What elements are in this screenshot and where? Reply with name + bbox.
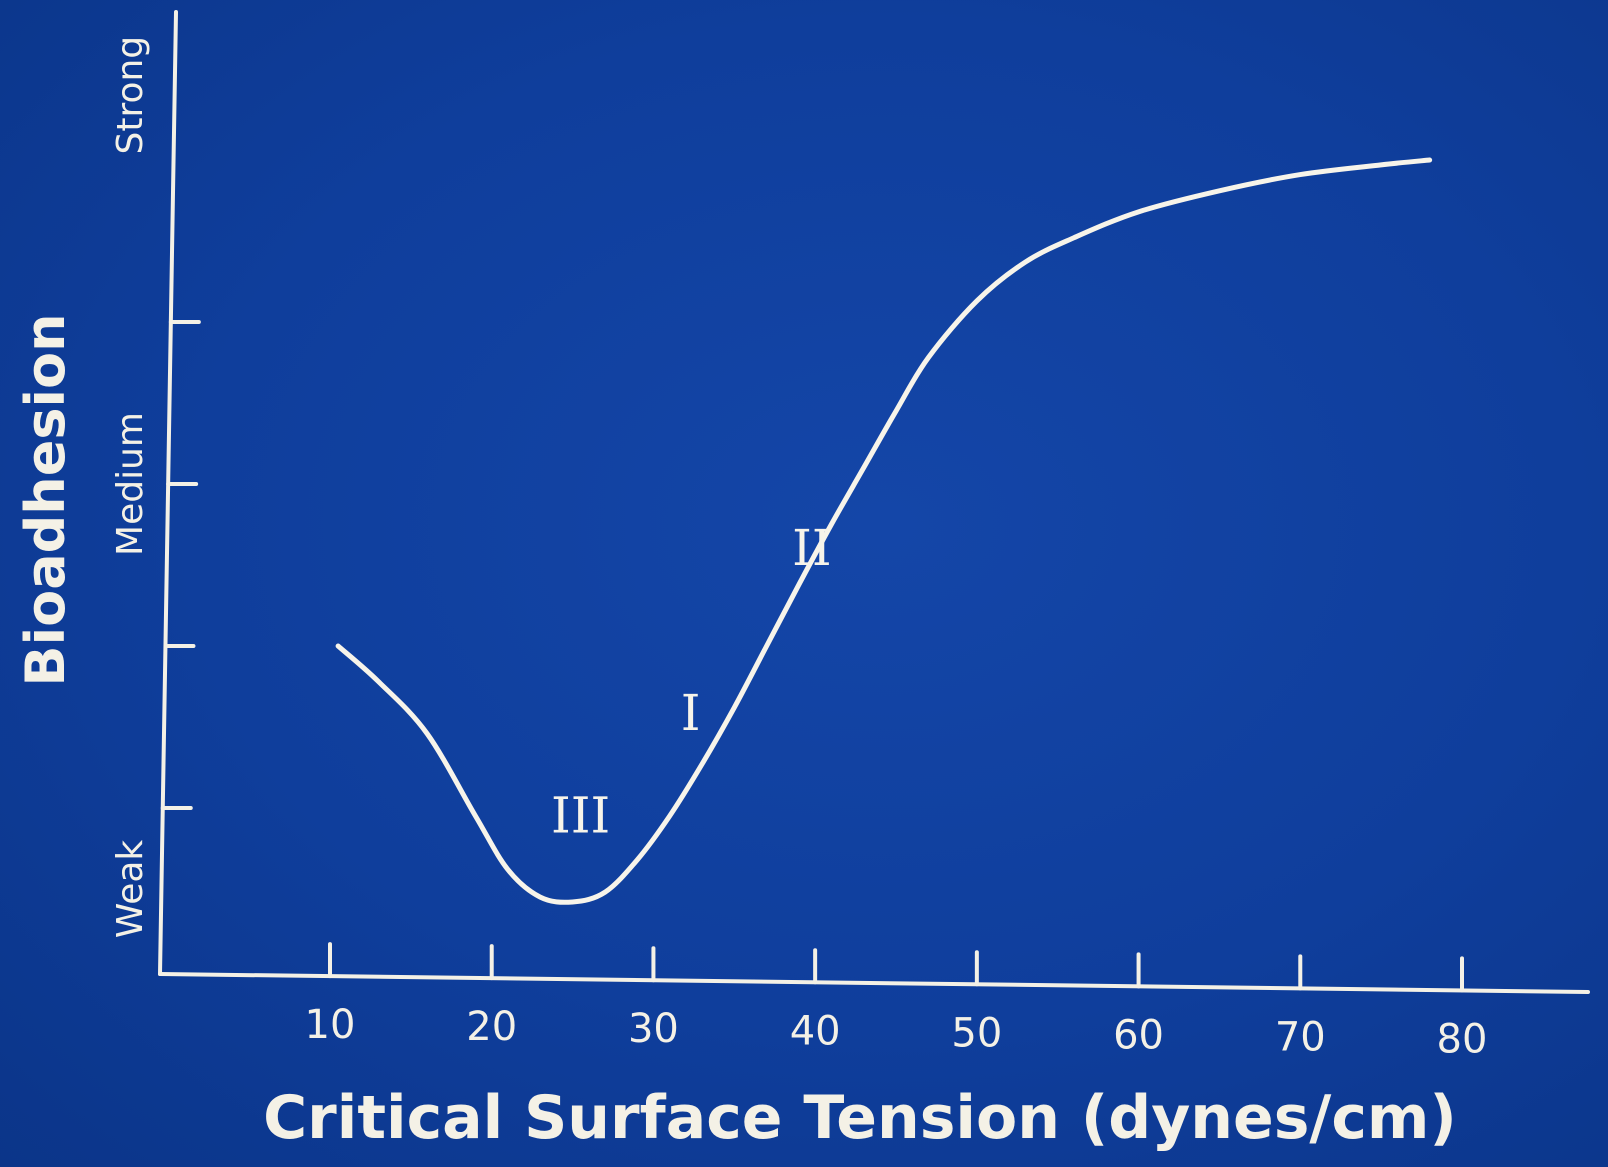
y-axis-line (158, 10, 178, 976)
x-axis-line (158, 972, 1590, 994)
x-tick-label-60: 60 (1113, 1012, 1164, 1058)
y-axis-title: Bioadhesion (14, 313, 77, 686)
x-tick-label-20: 20 (466, 1004, 517, 1050)
axes (158, 10, 1590, 994)
x-tick-label-70: 70 (1275, 1014, 1326, 1060)
annotation-iii: III (551, 786, 610, 844)
series (335, 157, 1433, 905)
x-tick-label-50: 50 (951, 1010, 1002, 1056)
x-tick-label-80: 80 (1437, 1016, 1488, 1062)
x-tick-label-40: 40 (790, 1008, 841, 1054)
series-0-line (335, 157, 1433, 905)
y-level-label-medium: Medium (110, 412, 151, 556)
annotation-i: I (681, 684, 701, 742)
x-tick-label-10: 10 (305, 1002, 356, 1048)
ticks (160, 320, 1464, 993)
annotation-ii: II (792, 519, 832, 577)
x-axis-title: Critical Surface Tension (dynes/cm) (263, 1083, 1457, 1153)
y-level-label-strong: Strong (110, 36, 151, 155)
x-tick-label-30: 30 (628, 1006, 679, 1052)
y-level-label-weak: Weak (110, 840, 151, 939)
tick-labels: 10 20 30 40 50 60 70 80 Weak Medium Strong (110, 36, 1487, 1063)
